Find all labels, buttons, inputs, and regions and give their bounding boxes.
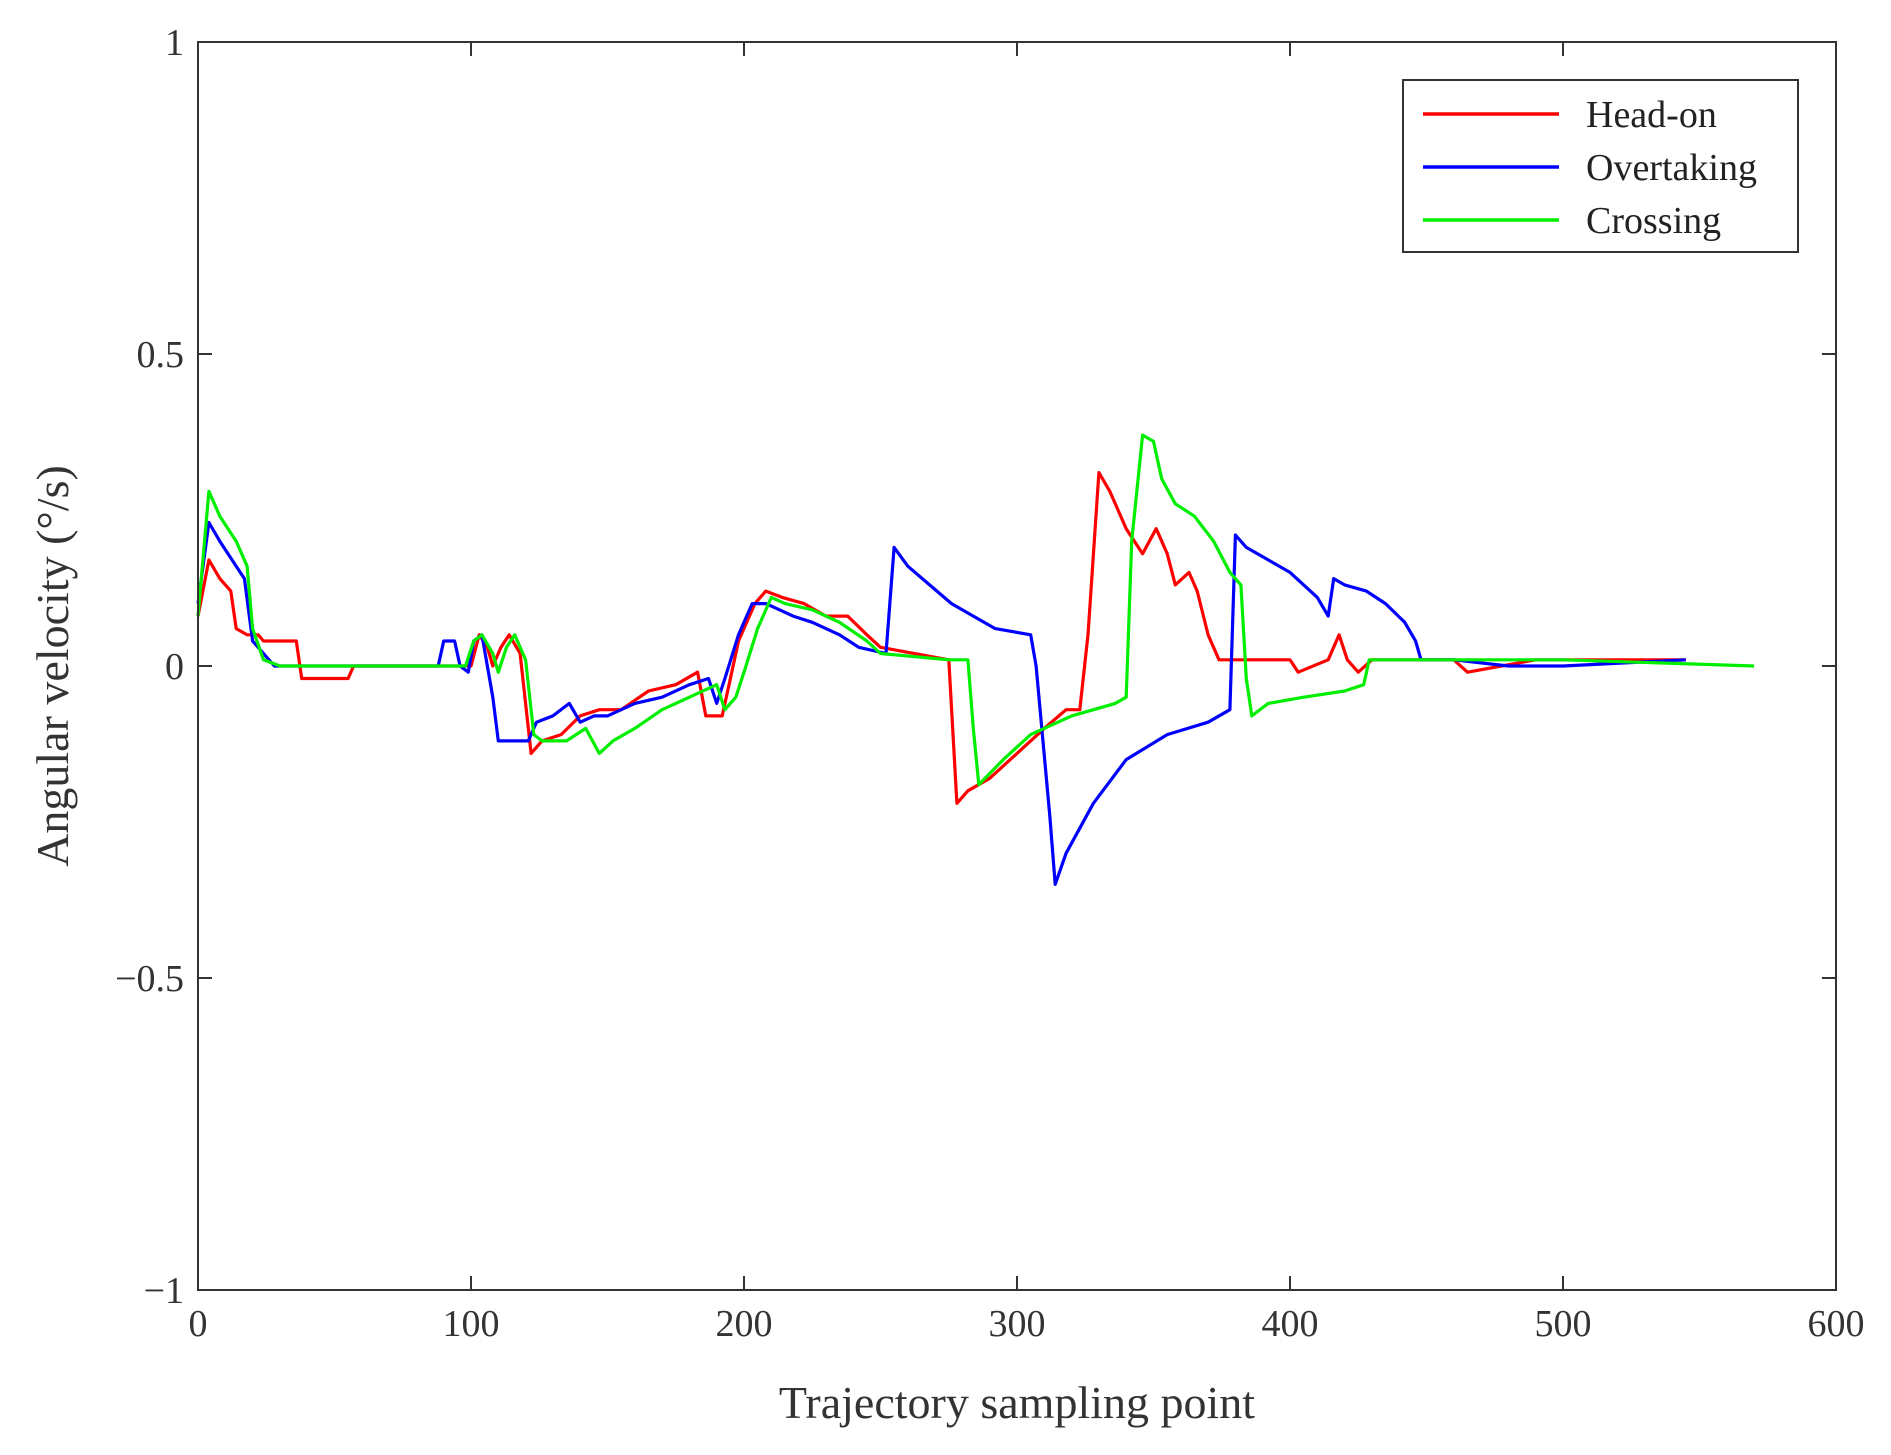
legend: Head-on Overtaking Crossing (1402, 79, 1799, 253)
y-tick-label: 1 (165, 22, 184, 64)
y-axis-label: Angular velocity (°/s) (27, 465, 78, 867)
x-axis-label: Trajectory sampling point (779, 1377, 1255, 1428)
x-tick-label: 0 (189, 1303, 208, 1345)
legend-label: Crossing (1586, 200, 1721, 242)
legend-label: Overtaking (1586, 147, 1757, 189)
y-tick-label: 0.5 (137, 334, 185, 376)
legend-label: Head-on (1586, 94, 1717, 136)
ticks-layer: 0 100 200 300 400 500 600 −1 −0.5 0 0.5 1 (115, 22, 1864, 1345)
y-tick-label: −0.5 (115, 958, 184, 1000)
x-tick-label: 200 (716, 1303, 773, 1345)
x-tick-label: 400 (1262, 1303, 1319, 1345)
y-tick-label: −1 (144, 1270, 184, 1312)
x-tick-label: 100 (443, 1303, 500, 1345)
series-layer (196, 433, 1755, 886)
x-tick-label: 500 (1535, 1303, 1592, 1345)
x-tick-label: 300 (989, 1303, 1046, 1345)
y-tick-label: 0 (165, 646, 184, 688)
series-line-crossing (196, 433, 1755, 787)
x-tick-label: 600 (1808, 1303, 1865, 1345)
